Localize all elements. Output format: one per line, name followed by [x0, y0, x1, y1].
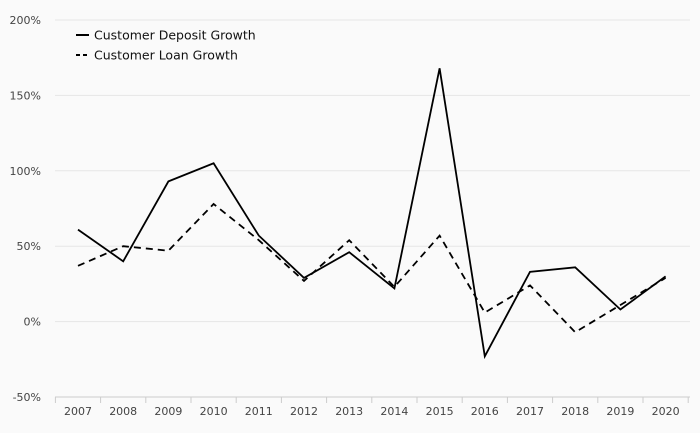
x-tick-label: 2017 [516, 405, 544, 418]
y-tick-label: 200% [10, 14, 41, 27]
x-tick-label: 2011 [245, 405, 273, 418]
y-tick-label: 0% [24, 316, 41, 329]
x-tick-label: 2016 [471, 405, 499, 418]
y-tick-label: 150% [10, 89, 41, 102]
x-tick-label: 2018 [561, 405, 589, 418]
legend-label: Customer Deposit Growth [94, 28, 256, 43]
series-line-customer-deposit-growth [77, 68, 667, 360]
x-tick-label: 2010 [200, 405, 228, 418]
legend-label: Customer Loan Growth [94, 48, 238, 63]
x-tick-label: 2013 [335, 405, 363, 418]
series-layer [77, 68, 667, 360]
x-tick-label: 2019 [606, 405, 634, 418]
x-tick-label: 2012 [290, 405, 318, 418]
series-line-customer-loan-growth [77, 202, 667, 334]
x-tick-label: 2008 [109, 405, 137, 418]
x-tick-label: 2014 [380, 405, 408, 418]
y-tick-label: -50% [13, 391, 41, 404]
x-tick-label: 2015 [426, 405, 454, 418]
x-tick-label: 2007 [64, 405, 92, 418]
y-tick-label: 100% [10, 165, 41, 178]
axis-layer: 200% 150% 100% 50% 0% -50% 2007 2008 2009 2010 201… [10, 14, 690, 418]
x-tick-label: 2020 [652, 405, 680, 418]
grid-layer [55, 19, 690, 398]
x-tick-label: 2009 [154, 405, 182, 418]
legend: Customer Deposit Growth Customer Loan Gro… [76, 28, 256, 63]
y-tick-label: 50% [17, 240, 41, 253]
